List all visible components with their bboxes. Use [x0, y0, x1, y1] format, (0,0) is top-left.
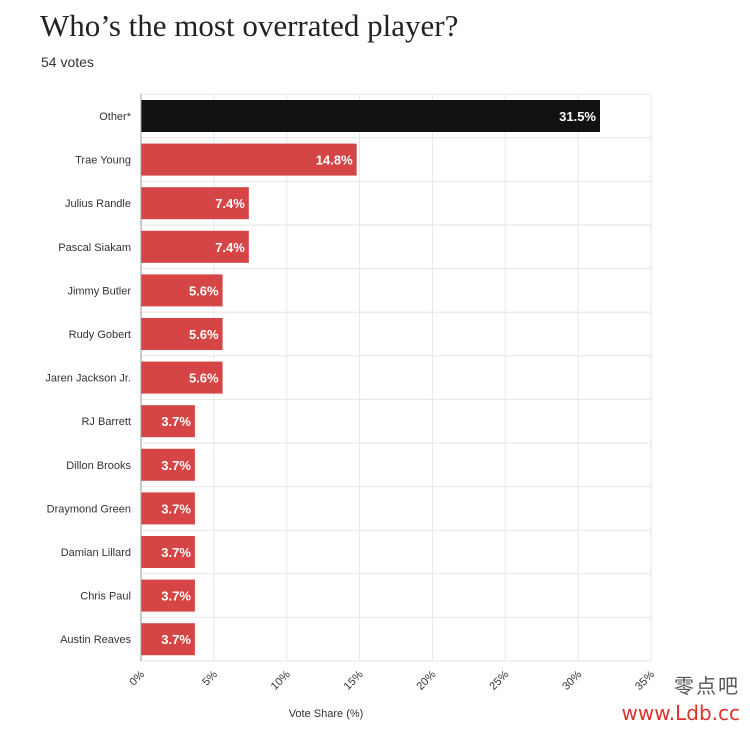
value-label: 3.7%: [161, 545, 191, 560]
category-label: Trae Young: [75, 155, 131, 167]
x-tick-label: 5%: [200, 668, 220, 688]
bar: [141, 448, 195, 481]
value-label: 5.6%: [189, 327, 219, 342]
value-label: 3.7%: [161, 589, 191, 604]
bar: [141, 579, 195, 612]
bar: [141, 143, 357, 176]
bar: [141, 361, 223, 394]
x-tick-label: 30%: [560, 668, 584, 692]
bar: [141, 405, 195, 438]
value-label: 3.7%: [161, 414, 191, 429]
watermark-cn: 零点吧: [674, 674, 740, 698]
bar: [141, 318, 223, 350]
category-label: Pascal Siakam: [58, 242, 131, 254]
category-label: Damian Lillard: [61, 547, 131, 559]
watermark-url: www.Ldb.cc: [621, 701, 740, 725]
category-label: Dillon Brooks: [66, 460, 131, 472]
x-tick-label: 15%: [342, 668, 366, 692]
bar: [141, 536, 195, 568]
x-tick-label: 0%: [127, 668, 147, 688]
category-label: Rudy Gobert: [69, 329, 131, 341]
bar: [141, 492, 195, 525]
bar: [141, 274, 223, 307]
category-label: RJ Barrett: [81, 416, 131, 428]
category-label: Jaren Jackson Jr.: [45, 373, 131, 385]
bar: [141, 623, 195, 656]
value-label: 31.5%: [559, 109, 596, 124]
category-label: Julius Randle: [65, 198, 131, 210]
vote-count: 54 votes: [41, 54, 94, 70]
value-label: 5.6%: [189, 371, 219, 386]
watermark: 零点吧 www.Ldb.cc: [622, 670, 740, 725]
category-label: Chris Paul: [80, 591, 131, 603]
value-label: 3.7%: [161, 501, 191, 516]
category-label: Draymond Green: [47, 503, 131, 515]
bar: [141, 230, 249, 263]
x-tick-label: 20%: [414, 668, 438, 692]
value-label: 3.7%: [161, 632, 191, 647]
category-label: Jimmy Butler: [67, 285, 131, 297]
category-label: Other*: [99, 111, 132, 123]
value-label: 5.6%: [189, 283, 219, 298]
value-label: 7.4%: [215, 196, 245, 211]
bar: [141, 187, 249, 220]
chart-title: Who’s the most overrated player?: [40, 8, 459, 43]
value-label: 7.4%: [215, 240, 245, 255]
x-tick-label: 25%: [487, 668, 511, 692]
value-label: 14.8%: [316, 153, 353, 168]
bar: [141, 100, 600, 132]
value-label: 3.7%: [161, 458, 191, 473]
category-label: Austin Reaves: [60, 634, 131, 646]
x-axis-title: Vote Share (%): [289, 708, 364, 720]
x-tick-label: 10%: [269, 668, 293, 692]
